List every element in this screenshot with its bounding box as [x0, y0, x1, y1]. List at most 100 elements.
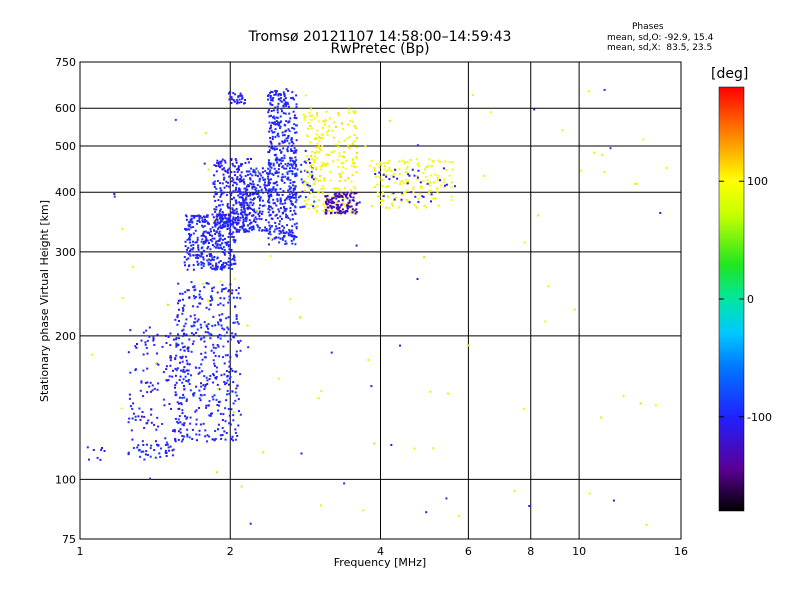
data-point — [218, 261, 220, 264]
data-point — [307, 127, 309, 130]
data-point — [292, 184, 294, 187]
data-point — [202, 231, 205, 234]
data-point — [325, 209, 328, 212]
data-point — [220, 290, 223, 293]
data-point — [244, 213, 247, 216]
data-point — [183, 345, 186, 348]
data-point — [390, 193, 393, 195]
data-point — [284, 209, 287, 212]
data-point — [622, 394, 625, 397]
data-point — [267, 98, 269, 101]
data-point — [217, 388, 220, 390]
data-point — [373, 169, 376, 172]
data-point — [155, 428, 158, 431]
data-point — [350, 205, 353, 208]
data-point — [203, 375, 206, 378]
data-point — [272, 162, 275, 165]
data-point — [204, 218, 206, 221]
colorbar-unit: [deg] — [711, 66, 749, 82]
data-point — [299, 195, 302, 198]
x-tick-label: 2 — [227, 545, 234, 558]
data-point — [179, 292, 182, 295]
data-point — [314, 166, 317, 169]
data-point — [320, 133, 323, 136]
data-point — [229, 229, 232, 232]
data-point — [341, 122, 343, 125]
data-point — [271, 188, 274, 191]
data-point — [177, 282, 180, 285]
data-point — [204, 230, 207, 233]
data-point — [284, 199, 286, 202]
data-point — [215, 265, 218, 268]
data-point — [223, 373, 226, 376]
data-point — [199, 290, 201, 293]
data-point — [221, 419, 224, 421]
data-point — [385, 175, 388, 178]
data-point — [184, 355, 187, 358]
data-point — [99, 458, 102, 461]
data-point — [182, 346, 185, 349]
data-point — [234, 428, 237, 431]
data-point — [175, 369, 178, 372]
data-point — [305, 203, 308, 206]
data-point — [208, 414, 211, 417]
data-point — [341, 127, 344, 130]
data-point — [218, 217, 221, 220]
data-point — [187, 380, 190, 383]
data-point — [374, 186, 377, 188]
data-point — [178, 402, 180, 405]
data-point — [202, 258, 205, 261]
data-point — [427, 165, 430, 167]
data-point — [337, 145, 340, 148]
data-point — [247, 224, 250, 227]
data-point — [226, 202, 229, 205]
data-point — [194, 410, 197, 413]
data-point — [216, 240, 219, 243]
data-point — [288, 170, 291, 173]
data-point — [266, 229, 269, 232]
data-point — [234, 370, 237, 373]
data-point — [232, 236, 235, 239]
data-point — [283, 154, 286, 157]
data-point — [214, 347, 217, 350]
data-point — [286, 150, 289, 152]
data-point — [282, 176, 284, 179]
data-point — [244, 198, 247, 201]
data-point — [246, 185, 249, 188]
data-point — [197, 263, 199, 266]
data-point — [315, 211, 318, 214]
data-point — [129, 329, 132, 332]
data-point — [255, 218, 258, 221]
data-point — [306, 181, 308, 184]
data-point — [390, 169, 393, 172]
data-point — [339, 176, 342, 179]
data-point — [315, 137, 318, 140]
data-point — [198, 302, 201, 305]
data-point — [236, 178, 238, 181]
data-point — [528, 505, 531, 507]
data-point — [291, 203, 294, 206]
data-point — [233, 241, 236, 243]
data-point — [211, 213, 214, 216]
data-point — [208, 258, 211, 261]
data-point — [280, 159, 283, 162]
data-point — [185, 258, 188, 261]
data-point — [154, 362, 157, 365]
data-point — [399, 183, 401, 186]
data-point — [213, 237, 216, 240]
data-point — [186, 251, 189, 254]
data-point — [232, 190, 235, 193]
data-point — [183, 304, 186, 307]
data-point — [294, 156, 297, 159]
data-point — [227, 236, 230, 238]
data-point — [225, 317, 228, 320]
data-point — [269, 255, 272, 258]
data-point — [228, 175, 231, 178]
data-point — [182, 334, 185, 337]
data-point — [264, 188, 267, 191]
data-point — [137, 415, 140, 418]
data-point — [276, 192, 279, 195]
data-point — [204, 429, 207, 432]
data-point — [100, 448, 103, 451]
data-point — [224, 438, 227, 441]
